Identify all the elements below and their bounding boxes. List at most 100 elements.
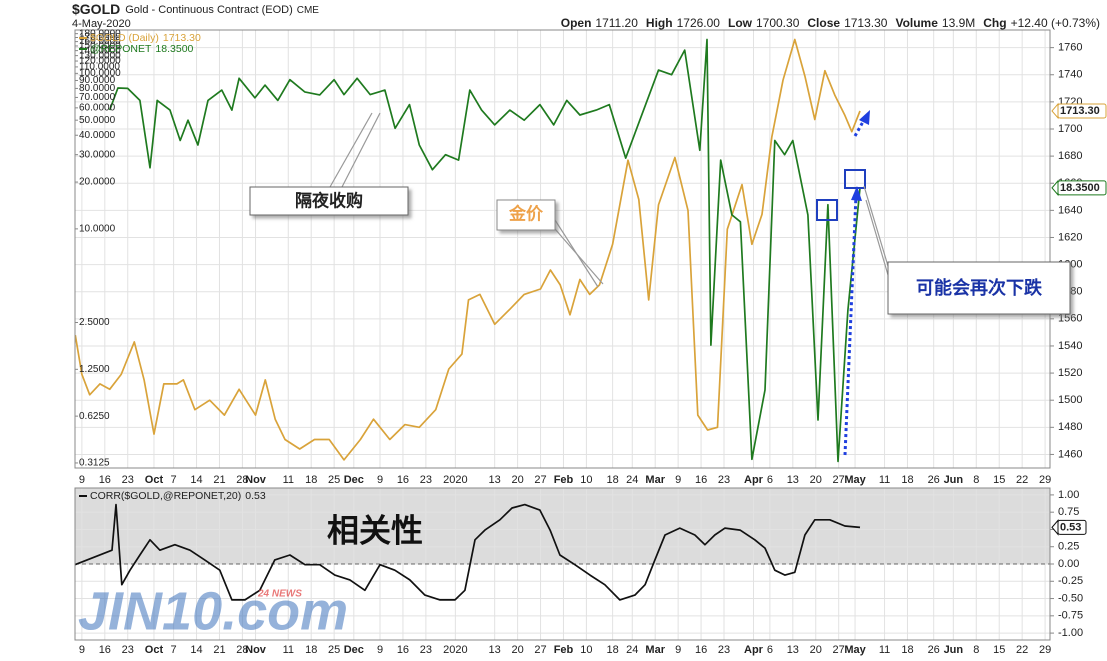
y2-tick-label: 110.0000 [79, 62, 120, 73]
callout-line [554, 228, 604, 285]
x-tick-label: 22 [1016, 474, 1028, 486]
x-tick-label: 7 [171, 474, 177, 486]
annotation-text: 隔夜收购 [295, 191, 363, 212]
x-tick-label: 27 [833, 474, 845, 486]
x-tick-label: 21 [213, 474, 225, 486]
x-tick-label: 20 [511, 644, 523, 656]
series-line [108, 38, 861, 463]
annotation-text: 相关性 [327, 512, 423, 550]
x-tick-label: 16 [397, 474, 409, 486]
x-tick-label: 27 [833, 644, 845, 656]
y2-tick-label: 2.5000 [79, 317, 110, 328]
x-tick-label: 9 [675, 644, 681, 656]
x-tick-label: Nov [245, 644, 267, 656]
y2-tick-label: 100.0000 [79, 68, 121, 79]
x-tick-label: May [844, 474, 866, 486]
legend-value: 18.3500 [155, 43, 193, 55]
x-tick-label: 16 [397, 644, 409, 656]
arrow-head [851, 186, 862, 201]
x-tick-label: Mar [645, 474, 665, 486]
quote-value: 1700.30 [756, 16, 800, 30]
y-tick-label: 1740 [1058, 69, 1082, 81]
x-tick-label: 18 [305, 644, 317, 656]
x-tick-label: 18 [901, 644, 913, 656]
x-tick-label: Jun [944, 644, 964, 656]
y-tick-label: 0.00 [1058, 558, 1079, 570]
y-tick-label: -0.50 [1058, 592, 1083, 604]
y2-tick-label: 150.0000 [79, 41, 121, 52]
x-tick-label: Nov [245, 474, 267, 486]
trend-arrow [843, 194, 858, 456]
legend-entry: $GOLD (Daily) 1713.30 [90, 32, 201, 44]
annotation-box [887, 261, 1071, 315]
legend-value: 0.53 [245, 490, 266, 502]
x-tick-label: Mar [645, 644, 665, 656]
x-tick-label: 9 [79, 644, 85, 656]
x-tick-label: 18 [607, 644, 619, 656]
annotation-gold: 金价 [496, 199, 604, 288]
x-tick-label: 23 [122, 644, 134, 656]
callout-line [863, 185, 889, 267]
x-tick-label: 20 [511, 474, 523, 486]
y-tick-label: 1500 [1058, 394, 1082, 406]
x-tick-label: 26 [928, 474, 940, 486]
annotation-text: 金价 [508, 204, 544, 225]
x-tick-label: 25 [328, 474, 340, 486]
x-tick-label: Dec [344, 474, 364, 486]
quote-value: 1713.30 [844, 16, 888, 30]
description: Gold - Continuous Contract (EOD) [125, 4, 293, 16]
quote-value: 1726.00 [677, 16, 721, 30]
y2-tick-label: 180.0000 [79, 28, 121, 39]
x-tick-label: 10 [580, 644, 592, 656]
y2-tick-label: 160.0000 [79, 36, 121, 47]
x-tick-label: 23 [420, 644, 432, 656]
quote-value: +12.40 (+0.73%) [1011, 16, 1100, 30]
y-tick-label: 1560 [1058, 313, 1082, 325]
x-tick-label: 11 [283, 644, 294, 656]
y2-tick-label: 130.0000 [79, 50, 121, 61]
quote-label: Chg [983, 16, 1006, 30]
x-tick-label: 16 [695, 474, 707, 486]
y2-tick-label: 70.0000 [79, 92, 116, 103]
x-tick-label: 20 [810, 644, 822, 656]
legend-name: $GOLD (Daily) [90, 32, 159, 44]
x-tick-label: 7 [171, 644, 177, 656]
x-tick-label: 23 [718, 474, 730, 486]
x-tick-label: Feb [554, 474, 574, 486]
y2-tick-label: 0.6250 [79, 411, 110, 422]
quote-label: Open [561, 16, 592, 30]
x-tick-label: 8 [973, 474, 979, 486]
quote-value: 1711.20 [595, 16, 638, 30]
y2-tick-label: 10.0000 [79, 224, 116, 235]
annotation-fall: 可能会再次下跌 [816, 110, 1071, 456]
corr-frame [74, 487, 1051, 641]
y2-tick-label: 80.0000 [79, 83, 116, 94]
x-tick-label: Oct [145, 474, 164, 486]
x-tick-label: 6 [767, 644, 773, 656]
symbol: $GOLD [72, 1, 120, 17]
price-tag-label: 18.3500 [1060, 182, 1100, 194]
x-tick-label: 24 [626, 644, 638, 656]
y2-tick-label: 140.0000 [79, 45, 121, 56]
x-tick-label: 13 [787, 644, 799, 656]
x-tick-label: Feb [554, 644, 574, 656]
x-tick-label: May [844, 644, 866, 656]
y-tick-label: 1640 [1058, 204, 1082, 216]
highlight-square [816, 199, 838, 221]
x-tick-label: 26 [928, 644, 940, 656]
legend-name: @REPONET [90, 43, 152, 55]
quote-label: High [646, 16, 673, 30]
marks [75, 38, 861, 601]
x-tick-label: 2020 [443, 474, 467, 486]
price-tag [1057, 103, 1107, 119]
price-tag [1057, 180, 1107, 196]
watermark-badge: 24 NEWS [257, 589, 302, 600]
x-tick-label: 13 [489, 474, 501, 486]
x-tick-label: 25 [328, 644, 340, 656]
x-tick-label: 8 [973, 644, 979, 656]
x-tick-label: 22 [1016, 644, 1028, 656]
x-tick-label: 16 [695, 644, 707, 656]
x-tick-label: 14 [190, 474, 202, 486]
x-tick-label: 6 [767, 474, 773, 486]
